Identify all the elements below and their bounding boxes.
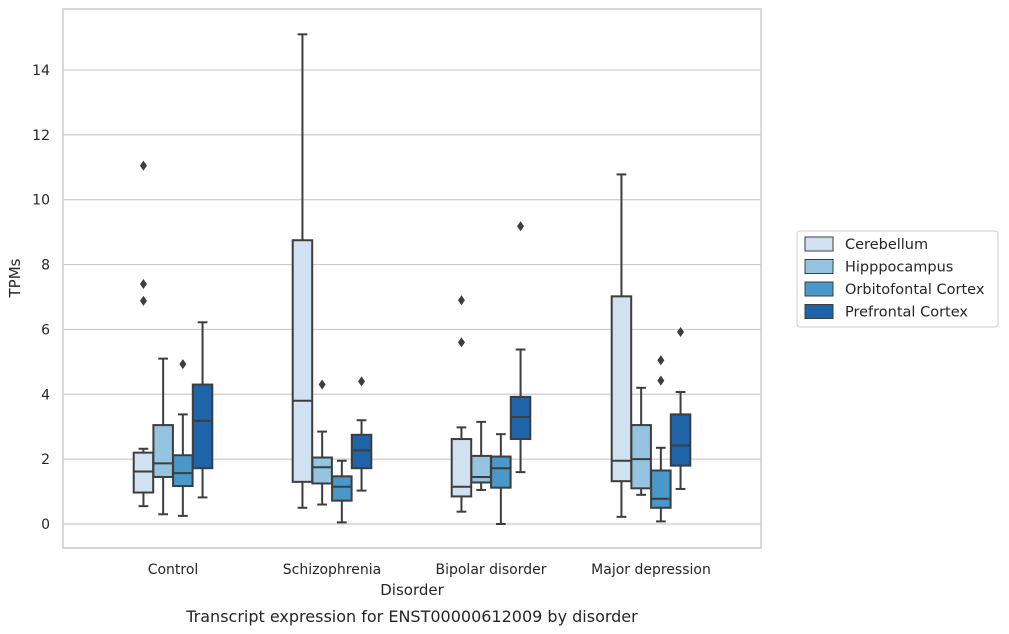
box-orbitofontal-cortex-0 <box>172 359 194 517</box>
legend-label: Prefrontal Cortex <box>845 305 968 321</box>
box-iqr <box>630 424 652 490</box>
box-hipppocampus-0 <box>152 357 174 516</box>
y-tick-label: 14 <box>32 63 50 79</box>
box-iqr <box>610 295 633 483</box>
box-cerebellum-1 <box>291 33 314 509</box>
box-cerebellum-3 <box>610 173 633 518</box>
y-tick-label: 8 <box>41 258 50 274</box>
outlier-point <box>179 359 187 370</box>
box-iqr <box>350 433 373 470</box>
box-prefrontal-cortex-3 <box>669 327 692 490</box>
box-iqr <box>470 454 492 484</box>
box-iqr <box>669 413 692 467</box>
legend-label: Cerebellum <box>845 237 928 253</box>
outlier-point <box>657 355 665 366</box>
box-iqr <box>490 455 512 489</box>
chart-caption: Transcript expression for ENST0000061200… <box>185 607 638 626</box>
legend-swatch <box>804 304 834 319</box>
x-tick-label: Major depression <box>591 562 711 578</box>
outlier-point <box>457 295 465 306</box>
box-iqr <box>311 456 333 485</box>
box-hipppocampus-1 <box>311 379 333 506</box>
box-orbitofontal-cortex-1 <box>331 459 353 524</box>
box-iqr <box>132 451 155 494</box>
outlier-point <box>358 376 366 387</box>
outlier-point <box>139 295 147 306</box>
box-hipppocampus-2 <box>470 420 492 491</box>
outlier-point <box>657 375 665 386</box>
x-tick-label: Control <box>148 562 199 578</box>
y-tick-label: 6 <box>41 322 50 338</box>
y-tick-labels: 0 2 4 6 8 10 12 14 <box>32 63 50 533</box>
box-iqr <box>291 239 314 483</box>
legend-label: Orbitofontal Cortex <box>845 282 985 298</box>
y-axis-title: TPMs <box>6 258 24 298</box>
outlier-point <box>139 279 147 290</box>
legend-swatch <box>804 259 834 274</box>
box-cerebellum-0 <box>132 160 155 508</box>
box-prefrontal-cortex-2 <box>509 221 532 474</box>
x-tick-labels: Control Schizophrenia Bipolar disorder Majo… <box>148 562 711 578</box>
y-tick-label: 4 <box>41 387 50 403</box>
y-tick-label: 0 <box>41 517 50 533</box>
boxes <box>132 33 692 525</box>
outlier-point <box>139 160 147 171</box>
x-tick-label: Schizophrenia <box>283 562 381 578</box>
box-iqr <box>152 424 174 478</box>
x-axis-title: Disorder <box>380 581 444 599</box>
legend: Cerebellum Hipppocampus Orbitofontal Corte… <box>796 230 999 328</box>
legend-label: Hipppocampus <box>845 260 953 276</box>
legend-swatch <box>804 281 834 297</box>
box-iqr <box>191 383 214 470</box>
outlier-point <box>677 327 685 338</box>
outlier-point <box>457 337 465 348</box>
legend-frame <box>796 230 999 328</box>
plot-frame <box>62 8 762 549</box>
box-orbitofontal-cortex-2 <box>490 433 512 525</box>
box-iqr <box>650 469 672 509</box>
y-tick-label: 10 <box>32 193 50 209</box>
box-prefrontal-cortex-1 <box>350 376 373 492</box>
box-prefrontal-cortex-0 <box>191 321 214 499</box>
box-iqr <box>331 475 353 502</box>
box-iqr <box>172 454 194 488</box>
box-iqr <box>450 438 473 498</box>
outlier-point <box>318 379 326 390</box>
legend-swatch <box>804 236 834 252</box>
y-tick-label: 12 <box>32 128 50 144</box>
y-tick-label: 2 <box>41 452 50 468</box>
box-cerebellum-2 <box>450 295 473 513</box>
outlier-point <box>517 221 525 232</box>
box-orbitofontal-cortex-3 <box>650 355 672 523</box>
x-tick-label: Bipolar disorder <box>435 562 546 578</box>
box-hipppocampus-3 <box>630 386 652 496</box>
